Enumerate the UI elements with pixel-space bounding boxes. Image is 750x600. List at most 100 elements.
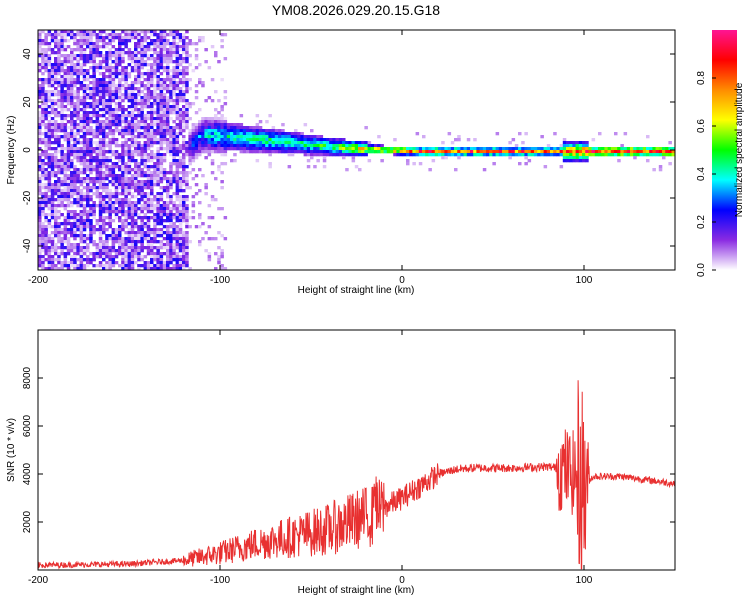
heatmap-cell xyxy=(377,150,381,154)
heatmap-cell xyxy=(159,57,164,61)
heatmap-cell xyxy=(486,150,490,154)
heatmap-cell xyxy=(156,252,160,256)
heatmap-cell xyxy=(105,252,109,256)
heatmap-cell xyxy=(57,33,61,37)
heatmap-cell xyxy=(108,51,112,55)
heatmap-cell xyxy=(153,45,157,49)
heatmap-cell xyxy=(150,255,154,259)
heatmap-cell xyxy=(86,213,90,217)
heatmap-cell xyxy=(63,264,68,268)
heatmap-cell xyxy=(41,240,45,244)
heatmap-cell xyxy=(73,147,77,151)
heatmap-cell xyxy=(121,171,125,175)
heatmap-cell xyxy=(140,39,144,43)
heatmap-cell xyxy=(134,75,138,79)
heatmap-cell xyxy=(188,240,192,244)
heatmap-cell xyxy=(38,216,42,220)
heatmap-cell xyxy=(118,210,122,214)
heatmap-cell xyxy=(658,150,663,154)
heatmap-cell xyxy=(86,105,90,109)
heatmap-cell xyxy=(143,99,148,103)
heatmap-cell xyxy=(527,150,532,154)
heatmap-cell xyxy=(143,204,148,208)
heatmap-cell xyxy=(150,120,154,124)
heatmap-cell xyxy=(230,129,234,133)
heatmap-cell xyxy=(156,45,160,49)
heatmap-cell xyxy=(124,90,128,94)
heatmap-cell xyxy=(358,141,362,145)
heatmap-cell xyxy=(322,165,327,169)
heatmap-cell xyxy=(66,240,71,244)
heatmap-cell xyxy=(105,90,109,94)
heatmap-cell xyxy=(162,45,167,49)
heatmap-cell xyxy=(156,36,160,40)
heatmap-cell xyxy=(118,54,122,58)
heatmap-cell xyxy=(95,153,100,157)
heatmap-cell xyxy=(159,126,164,130)
heatmap-cell xyxy=(86,264,90,268)
x-tick-label: -200 xyxy=(28,575,48,586)
heatmap-cell xyxy=(210,78,215,82)
heatmap-cell xyxy=(66,222,71,226)
heatmap-cell xyxy=(204,99,208,103)
heatmap-cell xyxy=(102,102,106,106)
heatmap-cell xyxy=(169,249,173,253)
heatmap-cell xyxy=(38,234,42,238)
heatmap-cell xyxy=(102,144,106,148)
heatmap-cell xyxy=(396,153,400,157)
heatmap-cell xyxy=(159,192,164,196)
heatmap-cell xyxy=(41,153,45,157)
heatmap-cell xyxy=(268,141,272,145)
heatmap-cell xyxy=(146,216,151,220)
heatmap-cell xyxy=(57,150,61,154)
heatmap-cell xyxy=(89,252,93,256)
heatmap-cell xyxy=(66,45,71,49)
heatmap-cell xyxy=(156,171,160,175)
heatmap-cell xyxy=(130,120,135,124)
heatmap-cell xyxy=(130,237,135,241)
heatmap-cell xyxy=(70,57,74,61)
heatmap-cell xyxy=(146,240,151,244)
heatmap-cell xyxy=(166,171,170,175)
heatmap-cell xyxy=(185,210,189,214)
heatmap-cell xyxy=(92,45,96,49)
heatmap-cell xyxy=(140,63,144,67)
heatmap-cell xyxy=(102,45,106,49)
heatmap-cell xyxy=(140,210,144,214)
heatmap-cell xyxy=(92,114,96,118)
heatmap-cell xyxy=(124,39,128,43)
heatmap-cell xyxy=(140,240,144,244)
heatmap-cell xyxy=(130,168,135,172)
heatmap-cell xyxy=(95,186,100,190)
heatmap-cell xyxy=(425,150,429,154)
heatmap-cell xyxy=(230,159,234,163)
heatmap-cell xyxy=(156,264,160,268)
heatmap-cell xyxy=(44,42,48,46)
heatmap-cell xyxy=(518,150,522,154)
heatmap-cell xyxy=(102,81,106,85)
heatmap-cell xyxy=(47,162,52,166)
heatmap-cell xyxy=(86,210,90,214)
heatmap-cell xyxy=(82,36,87,40)
heatmap-cell xyxy=(124,186,128,190)
heatmap-cell xyxy=(137,36,141,40)
heatmap-cell xyxy=(50,48,55,52)
heatmap-cell xyxy=(124,195,128,199)
heatmap-cell xyxy=(57,183,61,187)
heatmap-cell xyxy=(124,30,128,34)
heatmap-cell xyxy=(92,72,96,76)
heatmap-cell xyxy=(153,207,157,211)
heatmap-cell xyxy=(47,237,52,241)
heatmap-cell xyxy=(95,108,100,112)
heatmap-cell xyxy=(102,177,106,181)
heatmap-cell xyxy=(50,165,55,169)
heatmap-cell xyxy=(146,198,151,202)
heatmap-cell xyxy=(108,66,112,70)
heatmap-cell xyxy=(313,147,317,151)
snr-x-label: Height of straight line (km) xyxy=(298,585,415,596)
heatmap-cell xyxy=(63,177,68,181)
heatmap-cell xyxy=(204,60,208,64)
heatmap-cell xyxy=(124,192,128,196)
heatmap-cell xyxy=(156,180,160,184)
heatmap-cell xyxy=(156,33,160,37)
